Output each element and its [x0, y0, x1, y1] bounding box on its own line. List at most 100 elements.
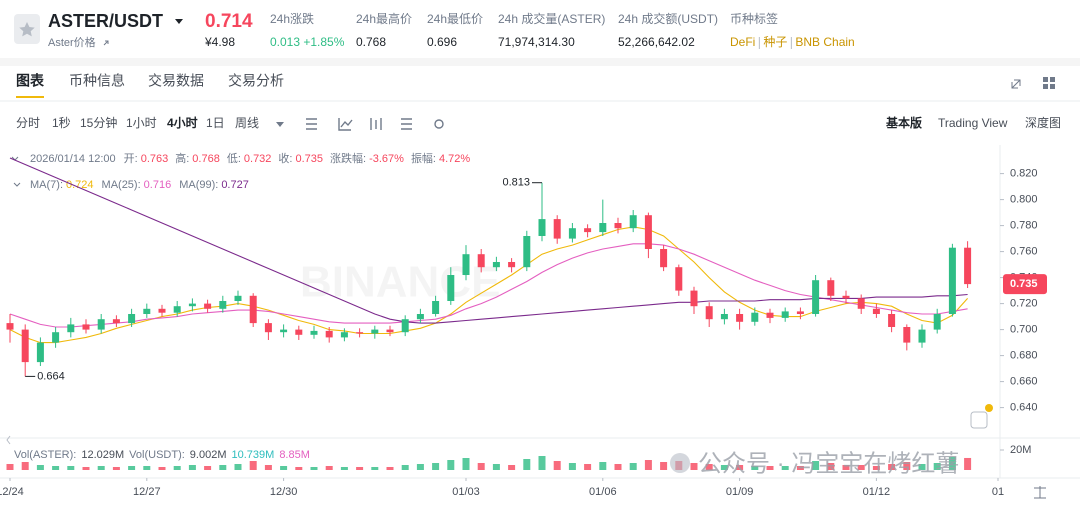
ma-legend-name: MA(99): — [179, 179, 218, 191]
volume-bar — [188, 465, 196, 470]
volume-bar — [401, 465, 409, 470]
candle-body — [796, 311, 804, 314]
stat-value: 0.768 — [356, 35, 386, 49]
ma-line — [9, 243, 968, 328]
interval[interactable]: 15分钟 — [80, 115, 117, 130]
volume-bar — [705, 464, 713, 470]
volume-bar — [340, 467, 348, 470]
ma-collapse-icon[interactable] — [13, 182, 21, 187]
tag[interactable]: 种子 — [763, 35, 787, 49]
candle-body — [447, 275, 455, 301]
candle-body — [675, 267, 683, 291]
candle-body — [204, 303, 212, 309]
info-value: 0.732 — [244, 153, 272, 165]
candle-body — [538, 219, 546, 236]
candle-body — [933, 314, 941, 330]
subtitle[interactable]: Aster价格 — [48, 35, 96, 49]
volume-bar — [219, 465, 227, 470]
tab[interactable]: 图表 — [16, 73, 45, 89]
y-tick-label: 0.760 — [1010, 246, 1038, 258]
interval[interactable]: 1小时 — [126, 116, 157, 130]
candle-body — [386, 329, 394, 333]
volume-bar — [325, 466, 333, 470]
candle-body — [553, 219, 561, 239]
candle-body — [812, 280, 820, 314]
volume-bar — [386, 467, 394, 470]
candle-body — [751, 312, 759, 322]
ma-legend-name: MA(25): — [102, 179, 141, 191]
candle-body — [872, 308, 880, 314]
layout-icon[interactable] — [1043, 77, 1055, 89]
candle-body — [401, 319, 409, 333]
tab[interactable]: 交易数据 — [148, 73, 204, 89]
candle-body — [964, 247, 972, 285]
candle-icon[interactable] — [370, 118, 382, 130]
volume-bar — [872, 466, 880, 470]
volume-bar — [933, 463, 941, 470]
candle-body — [842, 295, 850, 299]
chart-type-icon[interactable] — [338, 118, 353, 131]
candle-body — [918, 329, 926, 343]
more-intervals[interactable] — [276, 122, 284, 127]
volume-bar — [82, 467, 90, 470]
interval[interactable]: 周线 — [235, 116, 259, 130]
candle-body — [325, 330, 333, 338]
candle-body — [690, 290, 698, 307]
indicator-icon[interactable] — [306, 118, 317, 130]
symbol[interactable]: ASTER/USDT — [48, 11, 163, 31]
interval[interactable]: 1日 — [206, 116, 225, 130]
volume-bar — [918, 464, 926, 470]
account-watermark: 公众号 · 冯宝宝在烤红薯 — [698, 450, 959, 477]
volume-bar — [371, 467, 379, 470]
volume-legend: 12.029M — [81, 449, 124, 461]
volume-bar — [766, 466, 774, 470]
stat-label: 24h 成交额(USDT) — [618, 11, 718, 26]
tab[interactable]: 交易分析 — [228, 73, 284, 89]
header-bar — [0, 0, 1080, 58]
axis-settings[interactable] — [1034, 486, 1046, 499]
info-label: 低: — [227, 152, 241, 165]
volume-bar — [158, 467, 166, 470]
stat-value: 0.013 +1.85% — [270, 35, 345, 49]
max-label: 0.813 — [502, 177, 530, 189]
ma-line — [9, 226, 969, 344]
stat-label: 24h 成交量(ASTER) — [498, 11, 605, 26]
volume-legend: 8.85M — [279, 449, 310, 461]
volume-bar — [310, 467, 318, 470]
fullscreen-icon[interactable] — [1011, 79, 1021, 89]
interval[interactable]: 4小时 — [167, 115, 198, 130]
volume-bar — [781, 466, 789, 470]
candle-body — [599, 223, 607, 233]
scroll-left[interactable] — [6, 435, 11, 445]
candle-body — [462, 254, 470, 275]
template-icon[interactable] — [401, 118, 412, 130]
interval[interactable]: 1秒 — [52, 116, 71, 130]
tags-label: 币种标签 — [730, 11, 778, 26]
volume-bar — [67, 466, 75, 470]
volume-bar — [903, 462, 911, 470]
interval[interactable]: 分时 — [16, 116, 40, 130]
info-value: 0.768 — [192, 153, 220, 165]
volume-bar — [538, 456, 546, 470]
tag[interactable]: BNB Chain — [795, 35, 854, 49]
candle-body — [188, 303, 196, 307]
y-tick-label: 0.640 — [1010, 402, 1038, 414]
view-option[interactable]: 深度图 — [1025, 115, 1061, 130]
info-label: 开: — [124, 153, 138, 165]
tab[interactable]: 币种信息 — [69, 73, 125, 89]
symbol-caret[interactable] — [175, 19, 183, 24]
settings-icon[interactable] — [434, 119, 444, 129]
y-tick-label: 0.700 — [1010, 324, 1038, 336]
candle-body — [249, 295, 257, 324]
candle-body — [888, 314, 896, 327]
volume-bar — [173, 466, 181, 470]
x-tick-label: 01/06 — [589, 486, 617, 498]
goto-latest[interactable] — [970, 411, 988, 429]
view-option[interactable]: 基本版 — [885, 115, 922, 130]
price-plot — [6, 157, 972, 377]
candle-body — [416, 314, 424, 320]
tag[interactable]: DeFi — [730, 35, 755, 49]
view-option[interactable]: Trading View — [938, 116, 1008, 130]
candle-body — [781, 311, 789, 318]
info-label: 涨跌幅: — [330, 151, 366, 165]
